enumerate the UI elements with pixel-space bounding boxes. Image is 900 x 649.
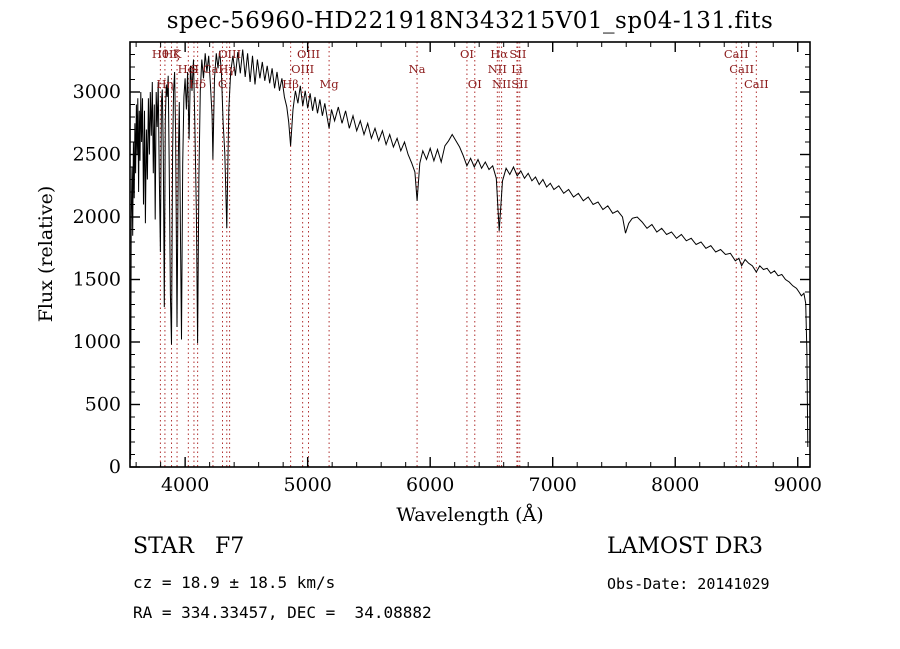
spectral-line-label: Hα: [490, 47, 508, 61]
spectral-line-label: Hγ: [218, 62, 235, 76]
spectral-line-label: OIII: [218, 47, 241, 61]
spectral-line-label: CaII: [729, 62, 754, 76]
plot-box: [129, 41, 811, 468]
spectral-line-label: Mg: [320, 77, 340, 91]
y-tick-label: 500: [85, 394, 121, 416]
plot-title: spec-56960-HD221918N343215V01_sp04-131.f…: [166, 8, 774, 34]
spectral-line-label: NII: [488, 62, 507, 76]
y-tick-label: 2000: [73, 206, 121, 228]
x-axis-label: Wavelength (Å): [396, 504, 544, 526]
spectral-line-label: NII: [492, 77, 511, 91]
x-tick-label: 6000: [406, 474, 454, 496]
y-axis-label: Flux (relative): [35, 185, 57, 323]
spectral-line-label: Li: [511, 62, 523, 76]
obs-date-label: Obs-Date: 20141029: [607, 575, 770, 593]
x-tick-label: 8000: [651, 474, 699, 496]
y-tick-label: 2500: [73, 144, 121, 166]
spectral-line-label: HeI: [178, 62, 199, 76]
spectral-line-label: OIII: [291, 62, 314, 76]
spectral-line-label: Na: [409, 62, 426, 76]
x-tick-label: 4000: [161, 474, 209, 496]
ra-dec-label: RA = 334.33457, DEC = 34.08882: [133, 603, 432, 622]
spectral-line-label: OI: [460, 47, 474, 61]
y-tick-label: 0: [109, 456, 121, 478]
y-tick-label: 1000: [73, 331, 121, 353]
spectral-line-label: Hθ: [152, 47, 169, 61]
spectral-line-label: OIII: [297, 47, 320, 61]
x-tick-label: 5000: [283, 474, 331, 496]
object-class-label: STAR F7: [133, 534, 245, 559]
spectral-line-label: Hβ: [282, 77, 299, 91]
spectral-line-label: CaII: [724, 47, 749, 61]
spectral-line-label: SII: [509, 47, 526, 61]
spectrum-line: [130, 49, 809, 460]
spectral-line-label: S: [190, 62, 198, 76]
x-tick-label: 7000: [529, 474, 577, 496]
spectral-line-label: G: [218, 77, 227, 91]
spectral-line-label: Hδ: [189, 77, 206, 91]
y-tick-label: 3000: [73, 81, 121, 103]
spectral-line-label: SII: [511, 77, 528, 91]
spectral-line-label: CaII: [744, 77, 769, 91]
x-tick-label: 9000: [774, 474, 822, 496]
survey-release-label: LAMOST DR3: [607, 534, 763, 559]
radial-velocity-label: cz = 18.9 ± 18.5 km/s: [133, 573, 336, 592]
spectral-line-label: OI: [468, 77, 482, 91]
spectral-line-label: K: [173, 47, 182, 61]
y-tick-label: 1500: [73, 269, 121, 291]
spectral-line-label: Hη: [156, 77, 173, 91]
spectral-line-label: CaI: [203, 62, 223, 76]
spectral-line-label: Hζ: [163, 47, 179, 61]
